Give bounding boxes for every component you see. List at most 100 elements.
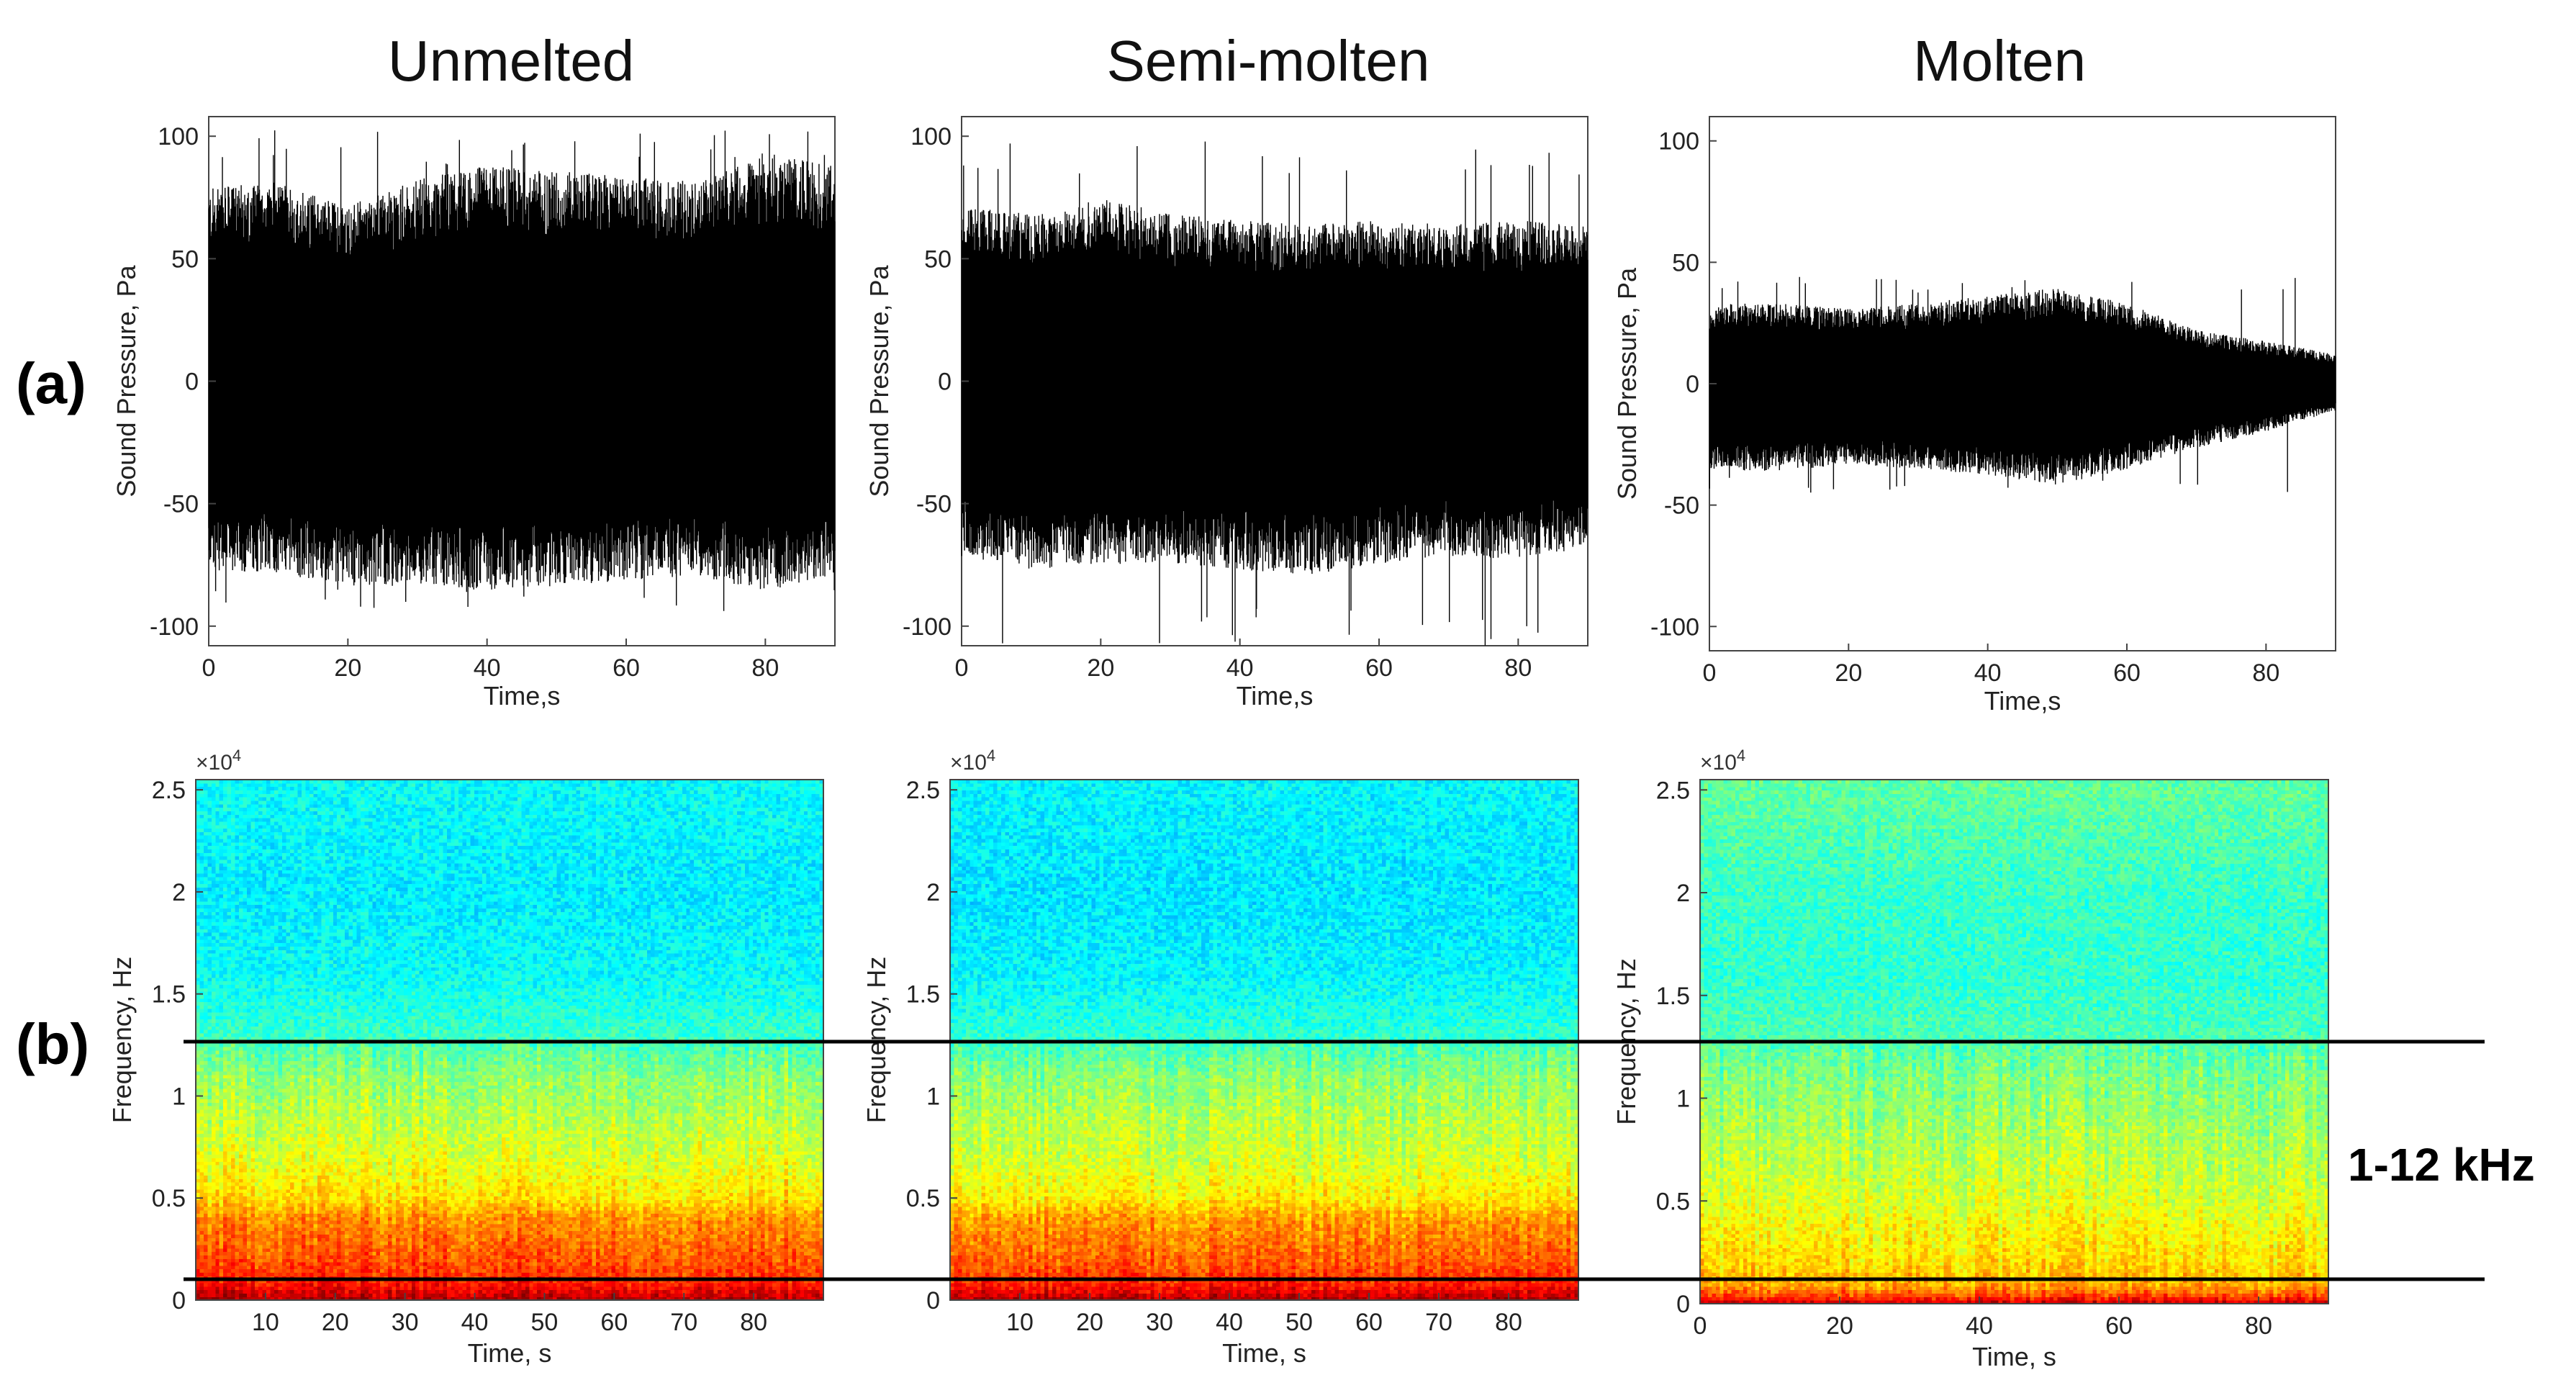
- spectrogram-cell: [529, 1262, 533, 1266]
- spectrogram-cell: [428, 1286, 432, 1290]
- spectrogram-cell: [290, 1255, 294, 1258]
- spectrogram-cell: [800, 1258, 804, 1262]
- spectrogram-cell: [428, 1248, 432, 1252]
- spectrogram-cell: [266, 1266, 271, 1269]
- spectrogram-cell: [706, 1283, 710, 1286]
- spectrogram-cell: [404, 1269, 408, 1273]
- spectrogram-cell: [353, 1266, 357, 1269]
- spectrogram-cell: [380, 1290, 384, 1294]
- spectrogram-cell: [569, 1272, 573, 1276]
- spectrogram-cell: [572, 1272, 577, 1276]
- spectrogram-cell: [592, 1266, 596, 1269]
- spectrogram-cell: [678, 1266, 682, 1269]
- spectrogram-cell: [372, 1266, 376, 1269]
- spectrogram-cell: [247, 1293, 251, 1296]
- spectrogram-cell: [639, 1272, 643, 1276]
- spectrogram-cell: [423, 1290, 428, 1294]
- spectrogram-cell: [435, 1286, 439, 1290]
- spectrogram-cell: [572, 1266, 577, 1269]
- chart-title: Semi-molten: [1106, 29, 1429, 93]
- spectrogram-cell: [753, 1252, 757, 1255]
- spectrogram-cell: [274, 1248, 279, 1252]
- spectrogram-cell: [623, 1283, 628, 1286]
- spectrogram-cell: [525, 1252, 530, 1255]
- spectrogram-cell: [349, 1266, 353, 1269]
- spectrogram-cell: [628, 1283, 632, 1286]
- spectrogram-cell: [556, 1272, 561, 1276]
- spectrogram-cell: [278, 1293, 282, 1296]
- spectrogram-cell: [243, 1290, 247, 1294]
- spectrogram-cell: [764, 1286, 769, 1290]
- spectrogram-cell: [447, 1258, 451, 1262]
- spectrogram-cell: [215, 1248, 220, 1252]
- spectrogram-cell: [706, 1290, 710, 1294]
- spectrogram-cell: [580, 1293, 584, 1296]
- spectrogram-cell: [274, 1262, 279, 1266]
- spectrogram-cell: [428, 1258, 432, 1262]
- spectrogram-cell: [384, 1293, 389, 1296]
- spectrogram-cell: [478, 1258, 482, 1262]
- spectrogram-cell: [666, 1272, 671, 1276]
- spectrogram-cell: [702, 1293, 706, 1296]
- spectrogram-cell: [247, 1248, 251, 1252]
- spectrogram-cell: [713, 1290, 718, 1294]
- spectrogram-cell: [298, 1258, 302, 1262]
- spectrogram-cell: [471, 1258, 475, 1262]
- spectrogram-cell: [635, 1272, 639, 1276]
- spectrogram-cell: [494, 1262, 498, 1266]
- spectrogram-cell: [290, 1252, 294, 1255]
- spectrogram-cell: [800, 1283, 804, 1286]
- spectrogram-cell: [384, 1248, 389, 1252]
- spectrogram-cell: [463, 1255, 467, 1258]
- spectrogram-cell: [227, 1283, 232, 1286]
- spectrogram-cell: [412, 1258, 416, 1262]
- spectrogram-cell: [737, 1255, 741, 1258]
- spectrogram-cell: [443, 1272, 447, 1276]
- spectrogram-cell: [212, 1262, 216, 1266]
- spectrogram-cell: [592, 1252, 596, 1255]
- spectrogram-cell: [777, 1252, 781, 1255]
- spectrogram-cell: [223, 1248, 227, 1252]
- spectrogram-cell: [466, 1283, 471, 1286]
- spectrogram-cell: [808, 1262, 812, 1266]
- spectrogram-cell: [785, 1269, 789, 1273]
- spectrogram-cell: [478, 1262, 482, 1266]
- spectrogram-cell: [415, 1290, 420, 1294]
- spectrogram-cell: [569, 1290, 573, 1294]
- spectrogram-cell: [231, 1269, 235, 1273]
- spectrogram-cell: [580, 1290, 584, 1294]
- spectrogram-cell: [309, 1293, 314, 1296]
- spectrogram-cell: [510, 1262, 514, 1266]
- spectrogram-cell: [333, 1272, 338, 1276]
- spectrogram-cell: [396, 1258, 400, 1262]
- spectrogram-cell: [474, 1269, 479, 1273]
- spectrogram-cell: [800, 1272, 804, 1276]
- spectrogram-cell: [726, 1269, 730, 1273]
- spectrogram-cell: [337, 1269, 341, 1273]
- spectrogram-cell: [451, 1262, 455, 1266]
- spectrogram-cell: [474, 1252, 479, 1255]
- spectrogram-cell: [804, 1290, 808, 1294]
- x-tick-label: 60: [2113, 659, 2141, 687]
- spectrogram-cell: [674, 1266, 679, 1269]
- spectrogram-cell: [702, 1269, 706, 1273]
- spectrogram-cell: [423, 1293, 428, 1296]
- spectrogram-cell: [584, 1258, 589, 1262]
- spectrogram-cell: [525, 1293, 530, 1296]
- spectrogram-cell: [255, 1248, 259, 1252]
- x-tick-label: 60: [613, 654, 640, 682]
- spectrogram-cell: [376, 1293, 381, 1296]
- spectrogram-cell: [506, 1255, 510, 1258]
- spectrogram-cell: [325, 1258, 330, 1262]
- spectrogram-cell: [282, 1252, 286, 1255]
- spectrogram-cell: [337, 1255, 341, 1258]
- spectrogram-cell: [792, 1269, 796, 1273]
- spectrogram-cell: [804, 1293, 808, 1296]
- spectrogram-cell: [556, 1286, 561, 1290]
- spectrogram-cell: [466, 1286, 471, 1290]
- spectrogram-cell: [686, 1262, 690, 1266]
- spectrogram-cell: [294, 1252, 298, 1255]
- spectrogram-cell: [553, 1290, 557, 1294]
- spectrogram-cell: [294, 1286, 298, 1290]
- spectrogram-cell: [239, 1248, 243, 1252]
